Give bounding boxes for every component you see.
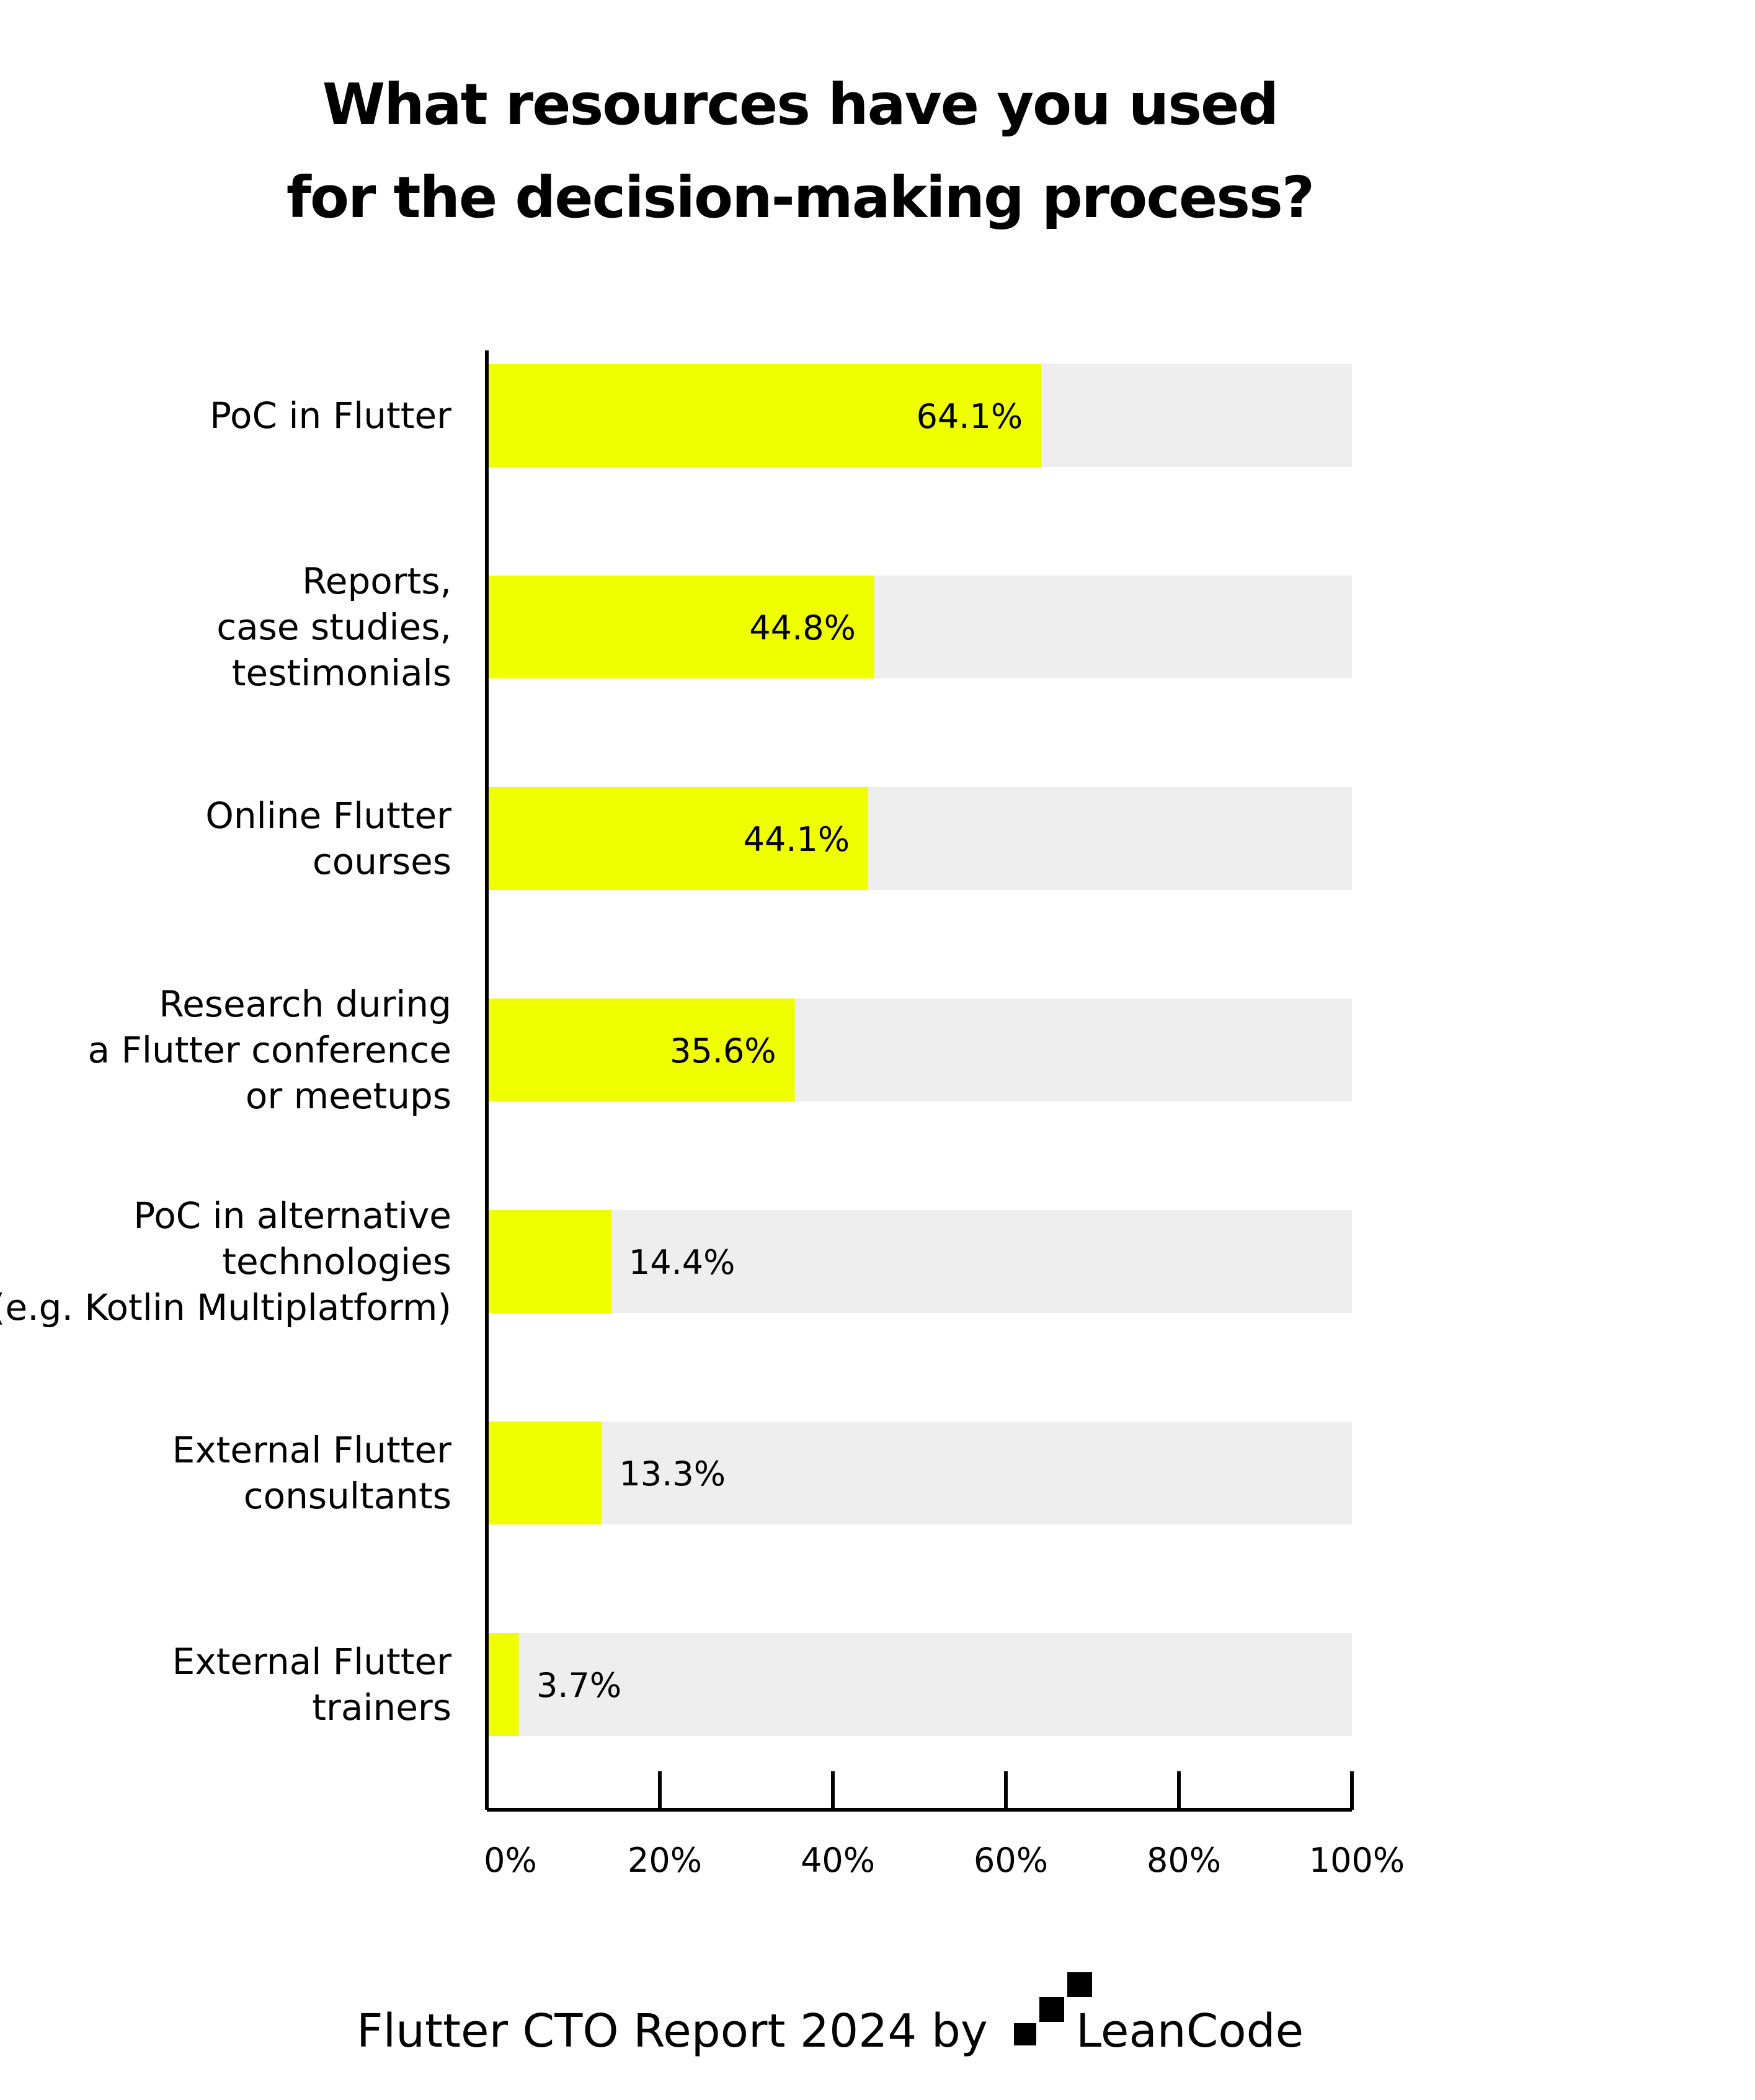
bar bbox=[487, 364, 1042, 467]
data-label: 3.7% bbox=[536, 1666, 621, 1705]
bar bbox=[487, 1422, 602, 1524]
x-tick-label: 40% bbox=[801, 1841, 875, 1880]
data-label: 44.8% bbox=[749, 608, 856, 647]
x-tick-label: 20% bbox=[628, 1841, 702, 1880]
bar-track bbox=[487, 1422, 1352, 1524]
bar-track bbox=[487, 1633, 1352, 1736]
bar bbox=[487, 1210, 611, 1313]
category-label: trainers bbox=[312, 1686, 451, 1728]
data-label: 44.1% bbox=[744, 820, 850, 859]
category-label: PoC in Flutter bbox=[210, 394, 451, 437]
x-tick-label: 100% bbox=[1309, 1841, 1405, 1880]
data-label: 64.1% bbox=[917, 397, 1023, 436]
category-label: Reports, bbox=[302, 560, 451, 602]
chart-title-line: What resources have you used bbox=[322, 71, 1278, 138]
chart-title: What resources have you used for the deci… bbox=[287, 71, 1315, 231]
chart-title-line: for the decision-making process? bbox=[287, 164, 1313, 231]
x-tick-label: 0% bbox=[484, 1841, 537, 1880]
bar bbox=[487, 999, 795, 1101]
category-label: a Flutter conference bbox=[88, 1029, 452, 1071]
bar bbox=[487, 1633, 519, 1736]
footer-text: Flutter CTO Report 2024 by bbox=[357, 2004, 988, 2058]
category-label: consultants bbox=[244, 1475, 451, 1517]
category-label: or meetups bbox=[246, 1075, 451, 1117]
bar-row: 14.4% PoC in alternativetechnologies(e.g.… bbox=[0, 1195, 1352, 1328]
bar bbox=[487, 787, 869, 890]
data-label: 35.6% bbox=[670, 1031, 776, 1070]
x-axis: 0% 20% 40% 60% 80% 100% bbox=[484, 350, 1405, 1880]
category-label: case studies, bbox=[216, 606, 451, 648]
leancode-logo-icon bbox=[1014, 1972, 1092, 2045]
bar bbox=[487, 576, 874, 678]
category-label: Research during bbox=[159, 983, 451, 1025]
bars: 64.1% PoC in Flutter 44.8% Reports,case stu… bbox=[0, 364, 1352, 1736]
bar-row: 44.8% Reports,case studies,testimonials bbox=[216, 560, 1352, 694]
bar-row: 64.1% PoC in Flutter bbox=[210, 364, 1352, 467]
category-label: testimonials bbox=[232, 652, 451, 694]
category-label: Online Flutter bbox=[205, 794, 451, 837]
category-label: courses bbox=[313, 840, 451, 883]
footer: Flutter CTO Report 2024 by LeanCode bbox=[357, 1972, 1304, 2058]
data-label: 14.4% bbox=[629, 1243, 735, 1282]
category-label: (e.g. Kotlin Multiplatform) bbox=[0, 1286, 451, 1328]
bar-track bbox=[487, 1210, 1352, 1313]
category-label: External Flutter bbox=[172, 1640, 451, 1683]
x-tick-label: 60% bbox=[974, 1841, 1048, 1880]
category-label: technologies bbox=[222, 1240, 451, 1283]
category-label: External Flutter bbox=[172, 1429, 451, 1471]
data-label: 13.3% bbox=[620, 1454, 726, 1493]
footer-brand: LeanCode bbox=[1076, 2004, 1304, 2058]
category-label: PoC in alternative bbox=[133, 1195, 451, 1237]
x-tick-label: 80% bbox=[1147, 1841, 1221, 1880]
